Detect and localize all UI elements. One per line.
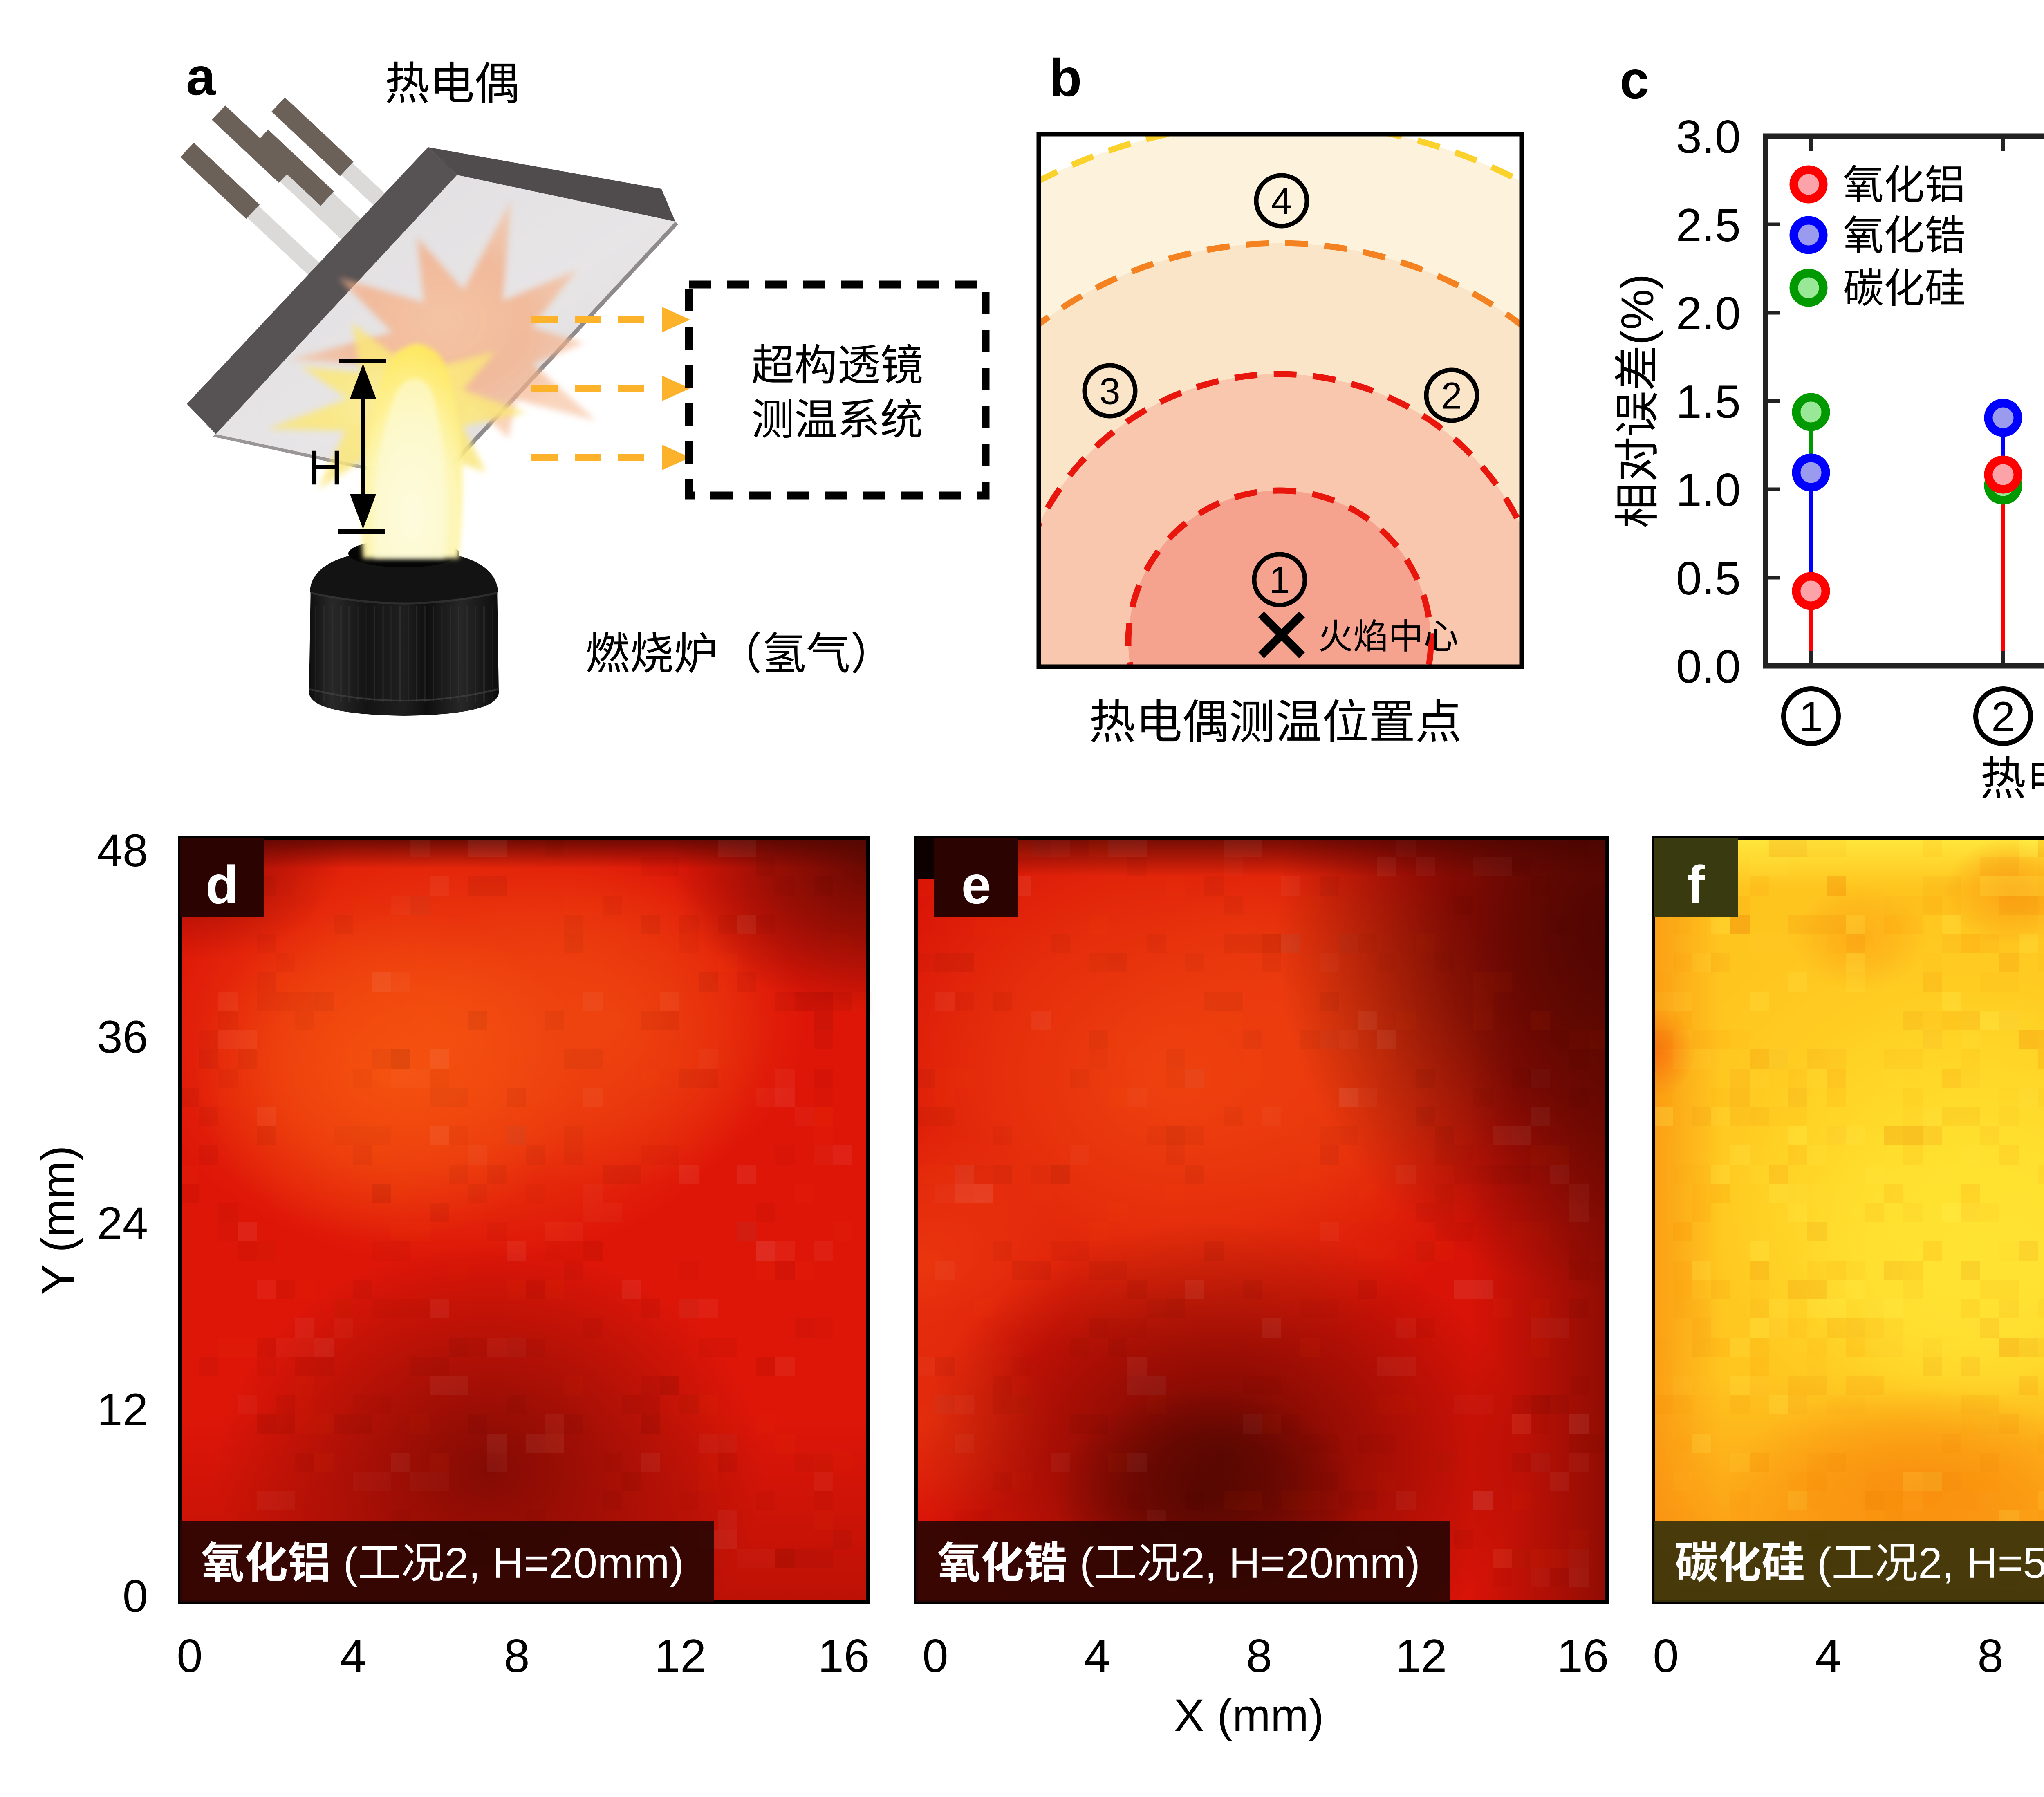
- svg-text:0: 0: [922, 1630, 948, 1682]
- svg-text:2, H=50mm): 2, H=50mm): [1918, 1539, 2044, 1587]
- svg-text:f: f: [1687, 855, 1705, 915]
- svg-text:12: 12: [97, 1384, 148, 1435]
- svg-text:2.5: 2.5: [1676, 199, 1741, 251]
- svg-text:c: c: [1620, 50, 1649, 110]
- svg-text:4: 4: [340, 1630, 366, 1682]
- svg-text:2, H=20mm): 2, H=20mm): [1181, 1539, 1420, 1587]
- svg-text:36: 36: [97, 1011, 148, 1062]
- svg-text:1: 1: [1269, 560, 1290, 601]
- svg-text:48: 48: [97, 825, 148, 876]
- svg-text:12: 12: [654, 1630, 706, 1682]
- svg-text:8: 8: [504, 1630, 529, 1682]
- svg-text:3: 3: [1099, 371, 1120, 412]
- svg-text:0.5: 0.5: [1676, 553, 1741, 605]
- svg-text:24: 24: [97, 1198, 148, 1249]
- svg-text:8: 8: [1246, 1630, 1272, 1682]
- svg-text:3.0: 3.0: [1676, 111, 1741, 163]
- svg-text:16: 16: [1557, 1630, 1609, 1682]
- svg-text:4: 4: [1271, 181, 1292, 222]
- svg-text:0: 0: [1653, 1630, 1679, 1682]
- svg-text:(: (: [1080, 1539, 1094, 1587]
- svg-text:a: a: [186, 47, 216, 106]
- svg-text:Y (mm): Y (mm): [32, 1146, 83, 1295]
- svg-text:d: d: [206, 855, 239, 915]
- svg-text:4: 4: [1815, 1630, 1841, 1682]
- svg-text:1.0: 1.0: [1676, 464, 1741, 516]
- svg-text:16: 16: [818, 1630, 870, 1682]
- svg-text:12: 12: [1395, 1630, 1447, 1682]
- svg-text:b: b: [1049, 48, 1082, 108]
- svg-text:0: 0: [177, 1630, 202, 1682]
- svg-text:1: 1: [1799, 693, 1823, 741]
- svg-text:2.0: 2.0: [1676, 288, 1741, 340]
- svg-text:e: e: [961, 855, 991, 915]
- svg-text:(: (: [1817, 1539, 1831, 1587]
- svg-text:2, H=20mm): 2, H=20mm): [444, 1539, 684, 1587]
- svg-text:0: 0: [123, 1571, 148, 1622]
- svg-text:1.5: 1.5: [1676, 376, 1741, 428]
- svg-text:(: (: [343, 1539, 358, 1587]
- svg-text:(%): (%): [1612, 274, 1663, 345]
- svg-text:4: 4: [1084, 1630, 1110, 1682]
- svg-text:2: 2: [1991, 693, 2015, 741]
- svg-text:H: H: [308, 440, 343, 495]
- svg-text:8: 8: [1977, 1630, 2003, 1682]
- svg-text:0.0: 0.0: [1676, 641, 1741, 693]
- svg-text:X (mm): X (mm): [1174, 1690, 1324, 1741]
- svg-text:2: 2: [1441, 375, 1462, 417]
